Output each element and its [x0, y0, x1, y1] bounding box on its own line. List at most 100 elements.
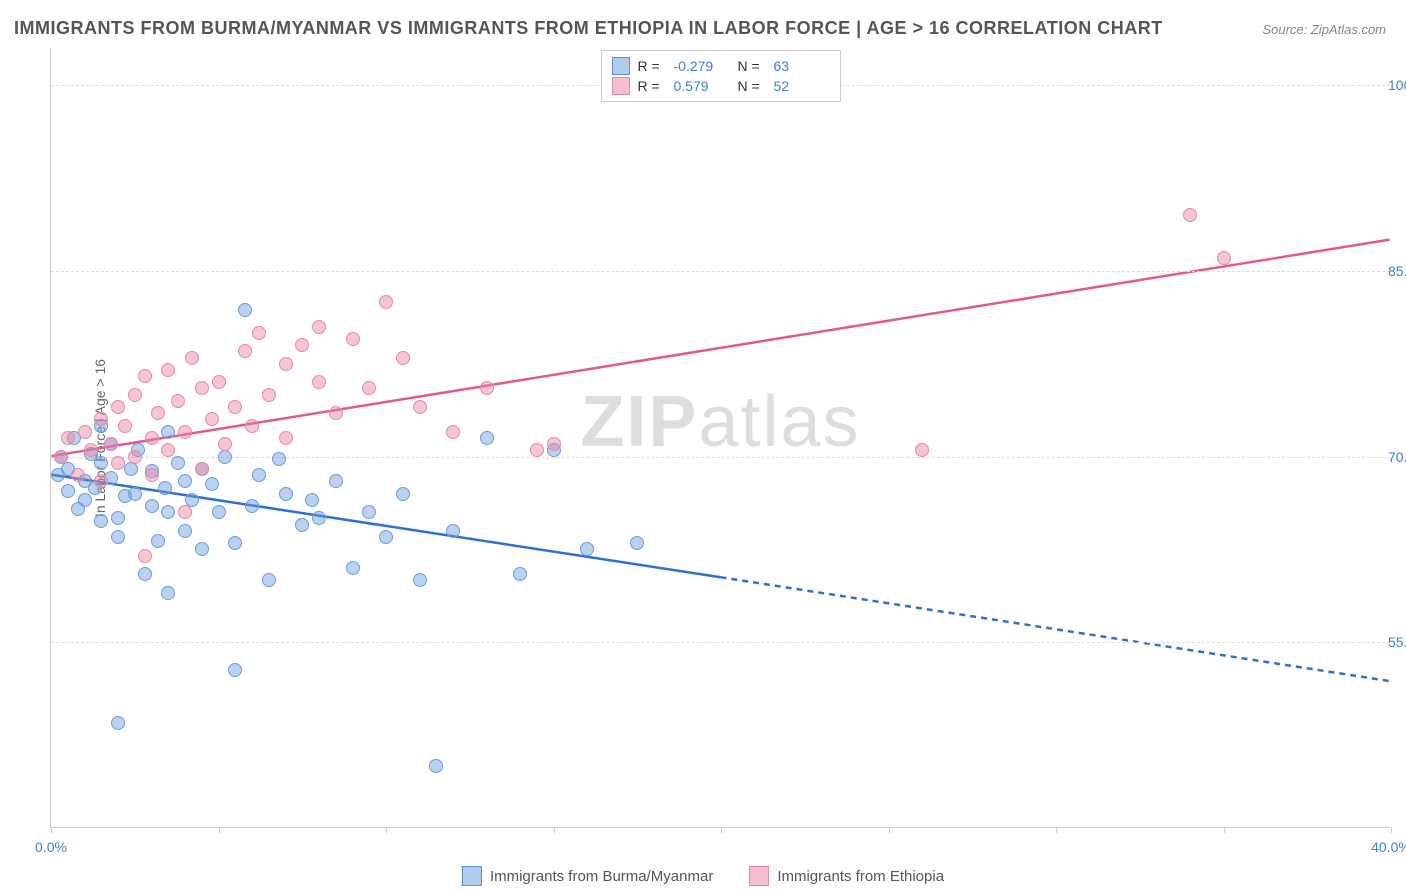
x-tick-mark [1224, 827, 1225, 833]
legend-burma-swatch-icon [462, 866, 482, 886]
data-point [111, 530, 125, 544]
data-point [61, 431, 75, 445]
data-point [238, 344, 252, 358]
data-point [362, 381, 376, 395]
y-tick-label: 70.0% [1388, 449, 1406, 465]
series-legend: Immigrants from Burma/Myanmar Immigrants… [462, 866, 944, 886]
data-point [252, 468, 266, 482]
data-point [212, 505, 226, 519]
data-point [630, 536, 644, 550]
data-point [547, 437, 561, 451]
r-burma: -0.279 [674, 58, 730, 74]
data-point [138, 369, 152, 383]
x-tick-mark [386, 827, 387, 833]
legend-ethiopia-label: Immigrants from Ethiopia [777, 868, 944, 885]
data-point [178, 425, 192, 439]
watermark-bold: ZIP [580, 382, 698, 462]
y-tick-label: 85.0% [1388, 263, 1406, 279]
x-tick-mark [1056, 827, 1057, 833]
data-point [212, 375, 226, 389]
data-point [446, 524, 460, 538]
data-point [279, 487, 293, 501]
data-point [429, 759, 443, 773]
data-point [1183, 208, 1197, 222]
data-point [171, 456, 185, 470]
data-point [94, 474, 108, 488]
data-point [245, 499, 259, 513]
data-point [128, 450, 142, 464]
y-tick-label: 100.0% [1388, 77, 1406, 93]
data-point [312, 511, 326, 525]
data-point [111, 456, 125, 470]
n-burma: 63 [774, 58, 830, 74]
watermark-light: atlas [698, 382, 860, 462]
data-point [228, 663, 242, 677]
n-label-text: N = [738, 58, 766, 74]
data-point [104, 437, 118, 451]
data-point [346, 332, 360, 346]
watermark: ZIPatlas [580, 381, 860, 463]
data-point [118, 419, 132, 433]
data-point [272, 452, 286, 466]
data-point [218, 437, 232, 451]
data-point [78, 493, 92, 507]
data-point [94, 456, 108, 470]
x-tick-mark [721, 827, 722, 833]
data-point [178, 505, 192, 519]
data-point [195, 462, 209, 476]
data-point [151, 406, 165, 420]
gridline [51, 457, 1390, 458]
data-point [329, 474, 343, 488]
data-point [78, 425, 92, 439]
x-tick-mark [1391, 827, 1392, 833]
data-point [305, 493, 319, 507]
data-point [218, 450, 232, 464]
data-point [128, 487, 142, 501]
data-point [94, 412, 108, 426]
data-point [94, 514, 108, 528]
data-point [54, 450, 68, 464]
data-point [530, 443, 544, 457]
data-point [171, 394, 185, 408]
data-point [279, 357, 293, 371]
data-point [124, 462, 138, 476]
data-point [312, 320, 326, 334]
data-point [178, 524, 192, 538]
data-point [238, 303, 252, 317]
n-label-text-2: N = [738, 78, 766, 94]
data-point [111, 400, 125, 414]
chart-title: IMMIGRANTS FROM BURMA/MYANMAR VS IMMIGRA… [14, 18, 1163, 39]
source-label: Source: ZipAtlas.com [1262, 22, 1386, 37]
gridline [51, 271, 1390, 272]
r-ethiopia: 0.579 [674, 78, 730, 94]
data-point [580, 542, 594, 556]
data-point [228, 400, 242, 414]
data-point [138, 567, 152, 581]
data-point [252, 326, 266, 340]
swatch-burma-icon [612, 57, 630, 75]
data-point [111, 716, 125, 730]
data-point [145, 468, 159, 482]
data-point [178, 474, 192, 488]
data-point [262, 573, 276, 587]
r-label-text-2: R = [638, 78, 666, 94]
legend-burma-label: Immigrants from Burma/Myanmar [490, 868, 713, 885]
data-point [245, 419, 259, 433]
x-tick-mark [219, 827, 220, 833]
data-point [279, 431, 293, 445]
data-point [161, 425, 175, 439]
data-point [295, 518, 309, 532]
data-point [145, 499, 159, 513]
data-point [446, 425, 460, 439]
data-point [195, 542, 209, 556]
legend-ethiopia-swatch-icon [749, 866, 769, 886]
gridline [51, 642, 1390, 643]
data-point [185, 351, 199, 365]
data-point [84, 443, 98, 457]
data-point [329, 406, 343, 420]
data-point [71, 468, 85, 482]
data-point [396, 351, 410, 365]
data-point [228, 536, 242, 550]
data-point [413, 400, 427, 414]
x-tick-mark [554, 827, 555, 833]
